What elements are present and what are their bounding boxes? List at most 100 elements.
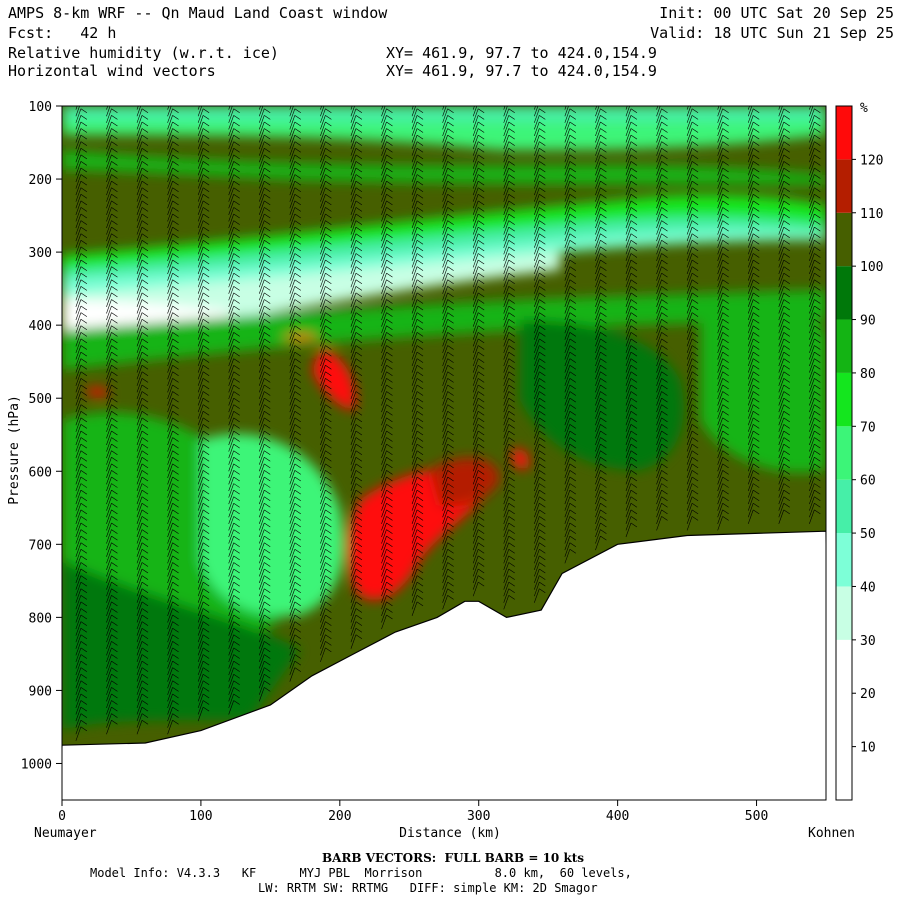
wind-barb-flag <box>80 621 88 626</box>
wind-barb-flag <box>111 404 118 409</box>
wind-barb <box>411 167 418 183</box>
wind-barb-flag <box>814 207 821 212</box>
wind-barb <box>106 621 112 636</box>
wind-barb-flag <box>814 286 821 291</box>
wind-barb-flag <box>447 174 454 179</box>
wind-barb-flag <box>447 167 454 173</box>
wind-barb <box>106 588 112 603</box>
wind-barb-flag <box>325 253 332 258</box>
wind-barb-flag <box>753 305 760 311</box>
wind-barb-flag <box>753 213 760 219</box>
wind-barb-flag <box>386 338 393 344</box>
wind-barb <box>472 286 479 301</box>
wind-barb <box>106 220 112 235</box>
wind-barb-flag <box>478 509 485 515</box>
wind-barb-flag <box>386 194 393 199</box>
wind-barb-flag <box>416 279 424 284</box>
wind-barb <box>106 628 112 643</box>
wind-barb <box>411 509 418 524</box>
wind-barb-flag <box>386 174 393 179</box>
wind-barb <box>228 332 234 347</box>
y-tick-label: 400 <box>29 319 52 334</box>
wind-barb <box>534 325 540 340</box>
wind-barb-flag <box>80 246 88 252</box>
wind-barb-flag <box>80 121 88 127</box>
wind-barb-flag <box>569 332 577 337</box>
wind-barb-flag <box>233 220 240 225</box>
wind-barb-flag <box>172 364 179 370</box>
wind-barb <box>75 411 82 426</box>
wind-barb <box>136 338 143 354</box>
wind-barb-flag <box>814 187 821 192</box>
wind-barb-flag <box>814 272 821 278</box>
wind-barb-flag <box>416 483 424 488</box>
wind-barb-flag <box>661 220 668 225</box>
wind-barb-flag <box>294 417 301 423</box>
wind-barb-flag <box>814 476 821 482</box>
wind-barb <box>503 424 510 439</box>
wind-barb <box>381 457 387 472</box>
wind-barb <box>656 371 662 386</box>
wind-barb-flag <box>630 345 638 350</box>
wind-barb <box>75 207 82 222</box>
wind-barb <box>625 279 632 294</box>
wind-barb-flag <box>631 96 637 100</box>
wind-barb-flag <box>569 470 577 475</box>
wind-barb-flag <box>600 233 607 238</box>
wind-barb-flag <box>630 121 638 127</box>
wind-barb <box>75 259 82 275</box>
wind-barb-flag <box>80 200 88 206</box>
wind-barb-flag <box>508 213 515 219</box>
wind-barb <box>258 286 265 301</box>
wind-barb-flag <box>783 318 790 324</box>
wind-barb <box>75 450 82 465</box>
wind-barb <box>503 115 510 130</box>
wind-barb <box>167 621 173 636</box>
wind-barb-flag <box>264 305 271 311</box>
wind-barb-flag <box>294 404 301 409</box>
wind-barb <box>167 444 173 459</box>
wind-barb-flag <box>141 457 149 462</box>
wind-barb <box>75 536 82 551</box>
wind-barb <box>656 286 662 301</box>
wind-barb <box>350 522 357 538</box>
wind-barb-flag <box>661 194 668 199</box>
wind-barb <box>717 470 723 485</box>
wind-barb-flag <box>416 470 424 475</box>
wind-barb <box>258 647 265 663</box>
wind-barb-flag <box>172 700 179 705</box>
wind-barb-flag <box>325 292 332 298</box>
wind-barb-flag <box>141 292 149 298</box>
wind-barb <box>106 660 112 676</box>
wind-barb-flag <box>172 549 179 554</box>
wind-barb-flag <box>355 226 363 232</box>
wind-barb <box>625 424 632 439</box>
wind-barb <box>472 549 479 564</box>
wind-barb-flag <box>80 720 88 725</box>
wind-barb-flag <box>416 371 424 377</box>
wind-barb-flag <box>600 299 607 304</box>
wind-barb-flag <box>111 503 118 508</box>
wind-barb <box>503 450 510 465</box>
colorbar-swatch <box>836 533 852 587</box>
wind-barb <box>411 286 418 301</box>
wind-barb-flag <box>294 167 301 173</box>
wind-barb-flag <box>447 430 454 436</box>
wind-barb <box>534 312 540 327</box>
wind-barb-flag <box>661 312 668 317</box>
wind-barb <box>503 430 510 446</box>
y-tick-label: 900 <box>29 684 52 699</box>
wind-barb-flag <box>661 200 668 206</box>
wind-barb-flag <box>539 476 546 482</box>
wind-barb <box>289 174 296 189</box>
wind-barb-flag <box>325 141 332 146</box>
wind-barb <box>228 654 234 669</box>
wind-barb-flag <box>264 371 271 377</box>
wind-barb-flag <box>172 404 179 409</box>
wind-barb <box>686 437 693 452</box>
wind-barb <box>686 154 693 169</box>
wind-barb-flag <box>141 706 149 712</box>
wind-barb <box>350 292 357 307</box>
wind-barb-flag <box>539 220 546 225</box>
wind-barb <box>595 345 601 360</box>
